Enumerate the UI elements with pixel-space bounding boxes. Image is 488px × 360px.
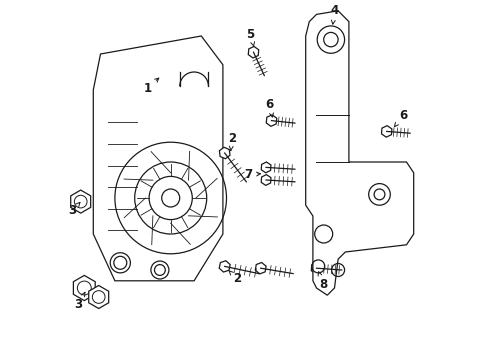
Polygon shape xyxy=(265,115,276,126)
Text: 1: 1 xyxy=(143,78,159,95)
Text: 4: 4 xyxy=(330,4,338,24)
Polygon shape xyxy=(93,36,223,281)
Text: 2: 2 xyxy=(228,270,241,285)
Polygon shape xyxy=(261,175,270,185)
Polygon shape xyxy=(71,190,90,213)
Polygon shape xyxy=(305,11,413,295)
Text: 3: 3 xyxy=(74,292,85,311)
Polygon shape xyxy=(311,262,321,274)
Circle shape xyxy=(110,253,130,273)
Text: 6: 6 xyxy=(394,109,407,127)
Polygon shape xyxy=(261,162,270,173)
Polygon shape xyxy=(73,275,95,301)
Text: 6: 6 xyxy=(265,98,273,117)
Polygon shape xyxy=(219,147,229,159)
Polygon shape xyxy=(255,262,265,274)
Text: 2: 2 xyxy=(227,132,236,151)
Polygon shape xyxy=(381,126,391,137)
Circle shape xyxy=(151,261,168,279)
Polygon shape xyxy=(88,285,108,309)
Polygon shape xyxy=(219,261,230,272)
Text: 5: 5 xyxy=(246,28,254,46)
Polygon shape xyxy=(248,46,258,58)
Text: 8: 8 xyxy=(317,272,326,291)
Text: 7: 7 xyxy=(244,168,260,181)
Text: 3: 3 xyxy=(68,202,80,217)
